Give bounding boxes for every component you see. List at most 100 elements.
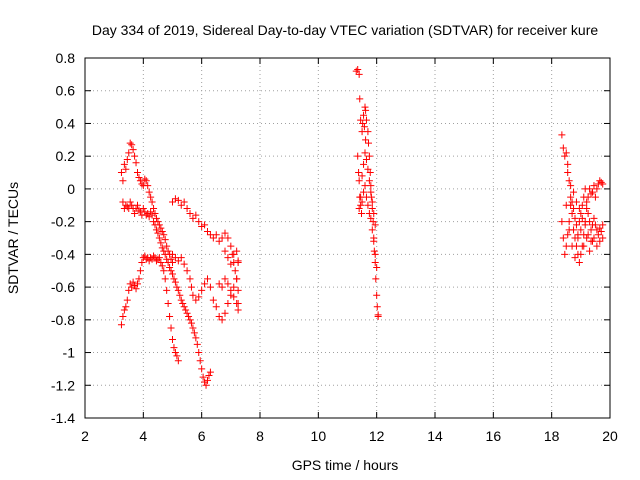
data-point	[120, 160, 128, 168]
data-point	[119, 177, 127, 185]
data-point	[157, 259, 165, 267]
data-point	[150, 252, 158, 260]
x-tick-label: 16	[486, 428, 502, 444]
data-point	[138, 180, 146, 188]
data-point	[361, 149, 369, 157]
data-point	[371, 259, 379, 267]
data-point	[575, 205, 583, 213]
data-point	[169, 250, 176, 258]
data-point	[128, 141, 136, 149]
data-point	[152, 257, 160, 265]
data-point	[170, 275, 178, 283]
data-point	[571, 214, 579, 222]
data-point	[360, 188, 368, 196]
data-point	[122, 303, 130, 311]
series-early-right	[169, 195, 242, 324]
x-tick-label: 8	[256, 428, 264, 444]
data-point	[572, 198, 580, 206]
data-point	[373, 263, 381, 271]
data-point	[231, 267, 239, 275]
data-point	[176, 291, 184, 299]
data-point	[177, 254, 185, 262]
series-late	[558, 131, 607, 267]
data-point	[373, 291, 381, 299]
y-tick-label: 0.2	[56, 148, 76, 164]
data-point	[373, 303, 381, 311]
data-point	[145, 257, 153, 265]
data-point	[590, 234, 598, 242]
data-point	[198, 365, 206, 373]
data-point	[578, 201, 586, 209]
data-point	[119, 198, 127, 206]
data-point	[577, 250, 585, 258]
data-point	[357, 201, 365, 209]
x-tick-label: 4	[139, 428, 147, 444]
data-point	[365, 177, 373, 185]
y-tick-label: -0.4	[51, 246, 75, 262]
data-point	[139, 205, 147, 213]
data-point	[179, 299, 187, 307]
data-point	[151, 209, 159, 217]
data-point	[152, 214, 160, 222]
data-point	[577, 226, 585, 234]
data-point	[215, 237, 223, 245]
data-point	[129, 146, 137, 154]
data-point	[362, 116, 370, 124]
data-point	[187, 319, 195, 327]
x-tick-label: 20	[602, 428, 618, 444]
data-point	[138, 259, 146, 267]
data-point	[359, 119, 367, 127]
y-tick-label: 0.6	[56, 83, 76, 99]
data-point	[218, 234, 226, 242]
data-point	[562, 201, 570, 209]
data-point	[157, 239, 165, 247]
data-point	[358, 172, 366, 180]
data-point	[201, 378, 209, 386]
data-point	[227, 286, 235, 294]
data-point	[212, 231, 220, 239]
data-point	[356, 95, 364, 103]
data-point	[147, 208, 155, 216]
data-point	[144, 182, 152, 190]
data-point	[234, 306, 242, 314]
data-point	[125, 286, 133, 294]
data-point	[218, 316, 226, 324]
data-point	[365, 152, 373, 160]
data-point	[132, 159, 140, 167]
data-point	[596, 237, 604, 245]
data-point	[227, 260, 235, 268]
data-point	[368, 205, 376, 213]
data-point	[157, 224, 165, 232]
data-point	[565, 218, 573, 226]
data-point	[565, 177, 573, 185]
data-point	[362, 106, 370, 114]
data-point	[561, 152, 569, 160]
data-point	[131, 152, 139, 160]
data-point	[122, 201, 130, 209]
data-point	[591, 221, 599, 229]
data-point	[132, 285, 140, 293]
data-point	[174, 357, 182, 365]
data-point	[230, 293, 238, 301]
data-point	[164, 299, 172, 307]
data-point	[134, 280, 141, 288]
data-point	[170, 344, 178, 352]
data-point	[209, 296, 217, 304]
data-point	[596, 177, 604, 185]
data-point	[221, 275, 229, 283]
data-point	[364, 128, 372, 136]
data-point	[126, 198, 134, 206]
data-point	[199, 373, 207, 381]
data-point	[594, 231, 602, 239]
data-point	[577, 209, 585, 217]
data-point	[234, 257, 242, 265]
data-point	[221, 309, 229, 317]
data-point	[169, 198, 176, 206]
data-point	[370, 209, 378, 217]
data-point	[189, 214, 197, 222]
data-point	[361, 182, 369, 190]
y-tick-label: -0.6	[51, 279, 75, 295]
x-tick-label: 2	[81, 428, 89, 444]
data-point	[204, 275, 211, 283]
data-point	[206, 283, 214, 291]
